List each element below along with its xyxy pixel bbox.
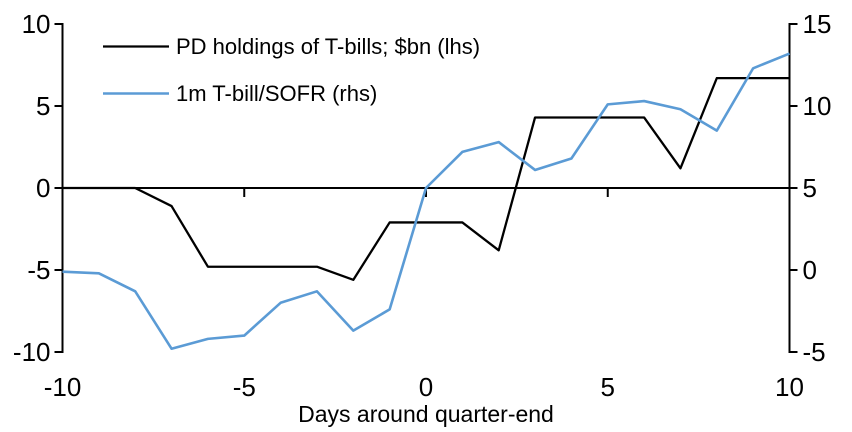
right-axis-label: 10 xyxy=(803,91,832,121)
legend-label: 1m T-bill/SOFR (rhs) xyxy=(176,81,377,106)
x-axis-label: 0 xyxy=(419,372,433,402)
x-axis-label: -10 xyxy=(44,372,82,402)
right-axis-label: 5 xyxy=(803,173,817,203)
series-pd-holdings-line xyxy=(62,76,790,281)
right-axis-label: -5 xyxy=(803,337,826,367)
left-axis-label: 5 xyxy=(36,91,50,121)
left-axis-label: -10 xyxy=(13,337,51,367)
legend-label: PD holdings of T-bills; $bn (lhs) xyxy=(176,34,480,59)
left-axis-label: -5 xyxy=(27,255,50,285)
left-axis-label: 10 xyxy=(22,9,51,39)
right-axis-label: 15 xyxy=(803,9,832,39)
series-tbill-sofr-line xyxy=(62,52,790,351)
x-axis-label: -5 xyxy=(233,372,256,402)
x-axis-label: 10 xyxy=(775,372,804,402)
right-axis-label: 0 xyxy=(803,255,817,285)
left-axis-label: 0 xyxy=(36,173,50,203)
x-axis-title: Days around quarter-end xyxy=(298,401,554,427)
x-axis-label: 5 xyxy=(601,372,615,402)
